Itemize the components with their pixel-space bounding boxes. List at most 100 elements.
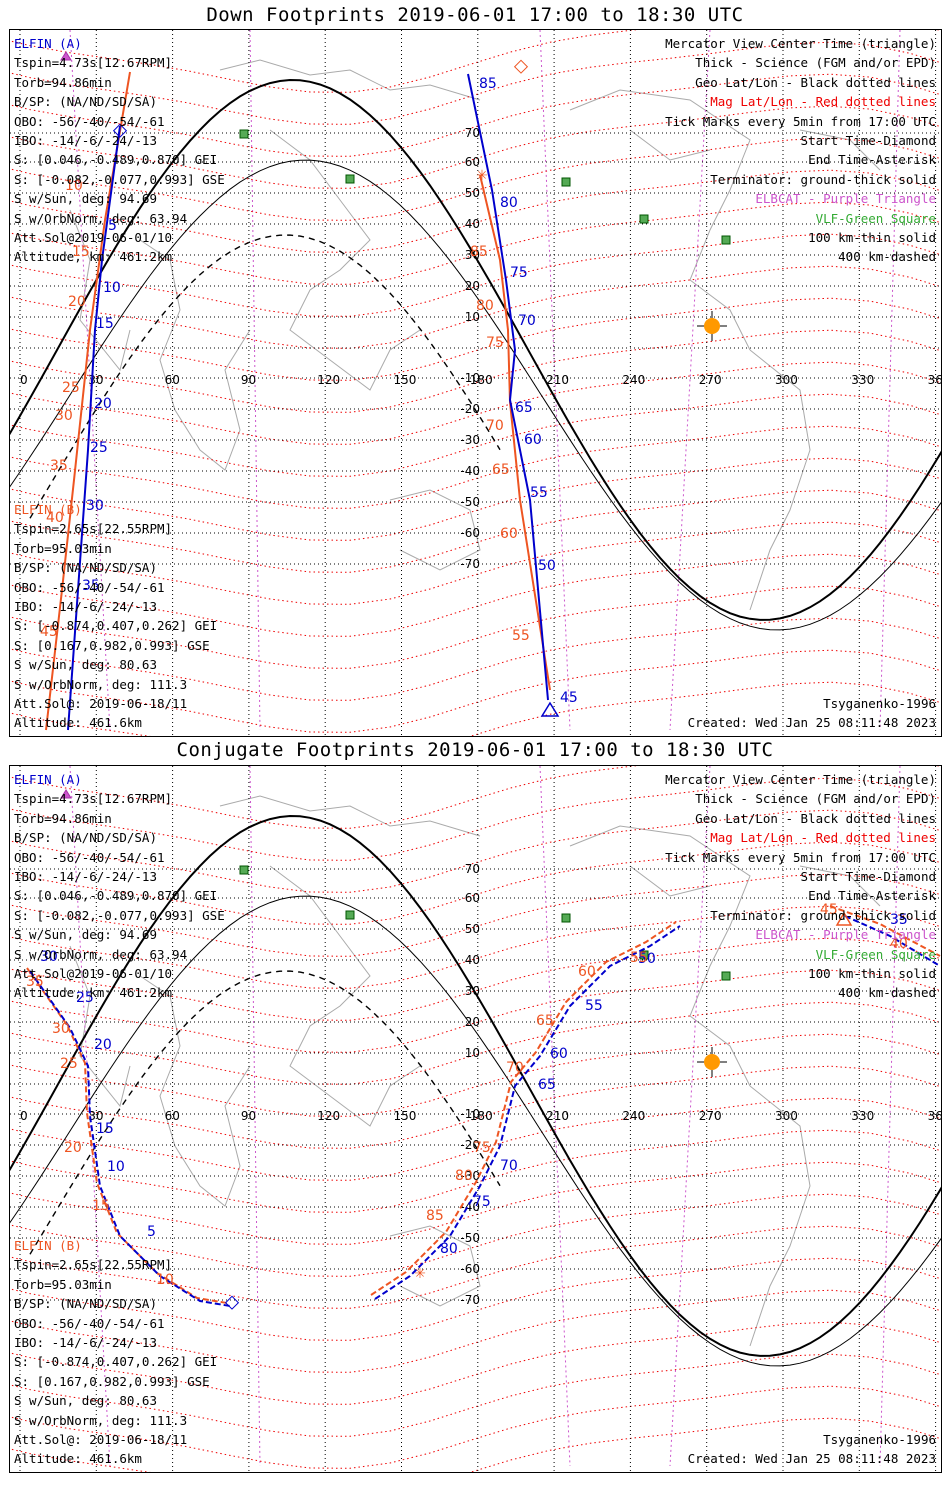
- elfin-b-tick-label: 70: [506, 1060, 524, 1076]
- legend-item: End Time-Asterisk: [808, 152, 936, 168]
- elfin-a-line: S: [-0.082,-0.077,0.993] GSE: [14, 171, 225, 187]
- elfin-b-line: S w/OrbNorm, deg: 111.3: [14, 676, 188, 692]
- elfin-b-tick-label: 25: [60, 1056, 78, 1072]
- lat-tick-label: -10: [460, 1107, 480, 1121]
- down-footprints-panel: 0 30 60 90 120 150 180 210 240 270 300 330 360 70 60 50…: [9, 29, 942, 737]
- lon-tick-label: 30: [88, 1109, 103, 1123]
- lat-tick-label: 70: [465, 126, 480, 140]
- elfin-a-label: ELFIN (A): [14, 36, 82, 51]
- legend-item: ELBCAT - Purple Triangle: [755, 191, 936, 207]
- terminator-400km: [29, 970, 501, 1255]
- model-label: Tsyganenko-1996: [823, 696, 936, 711]
- elfin-a-tick-label: 70: [518, 313, 536, 329]
- lat-tick-label: 50: [465, 186, 480, 200]
- mag-lat-line: [10, 777, 941, 861]
- coastline: [219, 795, 481, 837]
- elfin-b-line: Torb=95.03min: [14, 540, 112, 556]
- legend: Mercator View Center Time (triangle) Thi…: [665, 770, 936, 1003]
- mag-lat-line: [10, 521, 941, 605]
- legend-item: Tick Marks every 5min from 17:00 UTC: [665, 113, 936, 129]
- coastline: [389, 1225, 481, 1307]
- elfin-a-line: S: [0.046,-0.489,0.870] GEI: [14, 888, 218, 904]
- elfin-a-tick-label: 10: [107, 1159, 125, 1175]
- mag-lat-line: [10, 361, 941, 445]
- elfin-b-line: S: [-0.874,0.407,0.262] GEI: [14, 618, 218, 634]
- lat-tick-label: 10: [465, 1046, 480, 1060]
- elfin-b-tick-label: 55: [512, 628, 530, 644]
- sun-icon: [697, 1047, 727, 1077]
- lon-tick-label: 120: [317, 1109, 340, 1123]
- conjugate-footprints-map: 0 30 60 90 120 150 180 210 240 270 300 330 360 70 60 50…: [10, 766, 941, 1472]
- mag-lat-line: [10, 1193, 941, 1277]
- legend-item: Mercator View Center Time (triangle): [665, 772, 936, 787]
- elfin-a-track: [29, 970, 231, 1307]
- legend-item: Terminator: ground-thick solid: [710, 907, 936, 923]
- coastline: [749, 349, 811, 611]
- elfin-a-label: ELFIN (A): [14, 772, 82, 787]
- mag-lat-line: [10, 1097, 941, 1181]
- elfin-a-line: IBO: -14/-6/-24/-13: [14, 133, 157, 149]
- coastline: [269, 129, 421, 391]
- lat-tick-label: -30: [460, 1169, 480, 1183]
- mag-lat-line: [10, 30, 941, 93]
- elfin-b-line: Att.Sol@: 2019-06-18/11: [14, 696, 188, 712]
- vlf-station-square: [239, 865, 249, 875]
- terminator-ground: [10, 814, 941, 1357]
- magnetic-meridian-line: [69, 30, 111, 731]
- magnetic-meridian-line: [69, 766, 111, 1467]
- lat-tick-label: -40: [460, 464, 480, 478]
- mag-lat-line: [10, 841, 941, 925]
- lat-tick-label: -60: [460, 526, 480, 540]
- elfin-b-tick-label: 60: [500, 526, 518, 542]
- elfin-a-tick-label: 65: [538, 1077, 556, 1093]
- elfin-a-tick-label: 70: [500, 1158, 518, 1174]
- mag-lat-line: [10, 489, 941, 573]
- elfin-b-line: S: [0.167,0.982,0.993] GSE: [14, 637, 210, 653]
- legend-item: 400 km-dashed: [838, 985, 936, 1001]
- mag-lat-line: [10, 1353, 941, 1437]
- lon-tick-label: 30: [88, 373, 103, 387]
- vlf-station-square: [345, 174, 355, 184]
- elfin-a-line: OBO: -56/-40/-54/-61: [14, 113, 165, 129]
- lon-tick-label: 240: [622, 373, 645, 387]
- lon-tick-label: 330: [851, 373, 874, 387]
- magnetic-meridian-line: [669, 30, 711, 731]
- legend-item: Terminator: ground-thick solid: [710, 171, 936, 187]
- coastline: [749, 1085, 811, 1347]
- elfin-b-line: B/SP: (NA/ND/SD/SA): [14, 1296, 157, 1312]
- elfin-b-info: ELFIN (B) Tspin=2.65s[22.55RPM] Torb=95.…: [14, 500, 217, 733]
- elfin-a-track: [374, 925, 681, 1300]
- elfin-b-tick-label: 85: [470, 244, 488, 260]
- legend: Mercator View Center Time (triangle) Thi…: [665, 34, 936, 267]
- elfin-a-tick-label: 30: [40, 949, 58, 965]
- created-label: Created: Wed Jan 25 08:11:48 2023: [687, 1451, 936, 1467]
- elfin-b-tick-label: 65: [536, 1013, 554, 1029]
- elfin-a-tick-label: 55: [585, 998, 603, 1014]
- elfin-b-tick-label: 20: [68, 294, 86, 310]
- lat-tick-label: 60: [465, 891, 480, 905]
- elfin-a-line: Torb=94.86min: [14, 810, 112, 826]
- elfin-a-line: Att.Sol@2019-06-01/10: [14, 966, 173, 982]
- vlf-station-square: [239, 129, 249, 139]
- mag-lat-line: [10, 297, 941, 381]
- mag-lat-line: [10, 1001, 941, 1085]
- coastline: [269, 865, 421, 1127]
- center-time-triangle: [835, 911, 853, 926]
- elfin-b-track: [479, 174, 551, 691]
- lon-tick-label: 120: [317, 373, 340, 387]
- coastline: [139, 975, 251, 1207]
- lat-tick-label: 20: [465, 1015, 480, 1029]
- lat-tick-label: -20: [460, 402, 480, 416]
- lat-tick-label: 60: [465, 155, 480, 169]
- lon-tick-label: 90: [241, 373, 256, 387]
- elfin-b-tick-label: 15: [72, 244, 90, 260]
- elfin-a-tick-label: 15: [96, 316, 114, 332]
- magnetic-meridian-line: [249, 30, 261, 731]
- magnetic-meridian-line: [669, 766, 711, 1467]
- elfin-b-info: ELFIN (B) Tspin=2.65s[22.55RPM] Torb=95.…: [14, 1236, 217, 1469]
- elfin-b-line: S w/Sun, deg: 80.63: [14, 1393, 157, 1409]
- vlf-station-square: [561, 177, 571, 187]
- elfin-a-tick-label: 75: [510, 265, 528, 281]
- elfin-b-tick-label: 30: [55, 408, 73, 424]
- elfin-a-tick-label: 75: [473, 1194, 491, 1210]
